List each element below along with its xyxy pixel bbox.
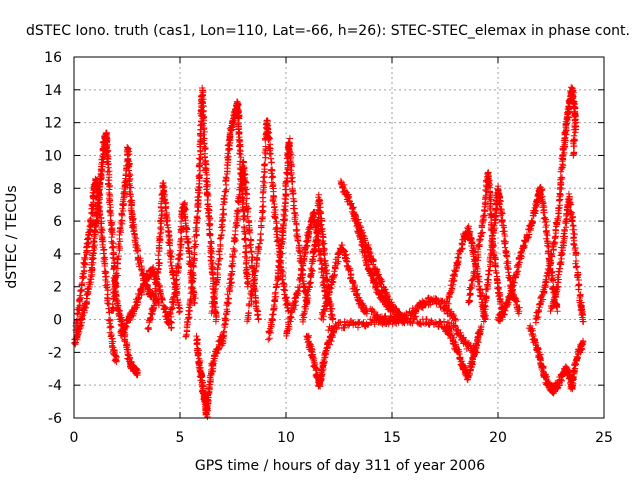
x-tick-label: 15: [383, 430, 401, 446]
x-tick-label: 5: [176, 430, 185, 446]
x-axis-label: GPS time / hours of day 311 of year 2006: [195, 458, 485, 474]
y-tick-label: 12: [44, 116, 62, 132]
x-tick-label: 0: [70, 430, 79, 446]
x-tick-label: 20: [489, 430, 507, 446]
y-tick-label: 16: [44, 50, 62, 66]
y-tick-label: 0: [53, 313, 62, 329]
chart-title: dSTEC Iono. truth (cas1, Lon=110, Lat=-6…: [26, 23, 630, 39]
y-tick-label: -6: [48, 411, 62, 427]
x-axis-ticks: 0 5 10 15 20 25: [70, 57, 613, 446]
y-axis-label: dSTEC / TECUs: [4, 185, 20, 288]
x-tick-label: 10: [277, 430, 295, 446]
y-tick-label: 8: [53, 181, 62, 197]
y-tick-label: -4: [48, 378, 62, 394]
y-tick-label: -2: [48, 345, 62, 361]
y-tick-label: 2: [53, 280, 62, 296]
y-tick-label: 4: [53, 247, 62, 263]
y-tick-label: 10: [44, 148, 62, 164]
y-axis-ticks: -6 -4 -2 0 2 4 6 8 10 12 14 16: [44, 50, 604, 427]
x-tick-label: 25: [595, 430, 613, 446]
plot-frame: [73, 56, 605, 419]
y-tick-label: 14: [44, 83, 62, 99]
y-tick-label: 6: [53, 214, 62, 230]
